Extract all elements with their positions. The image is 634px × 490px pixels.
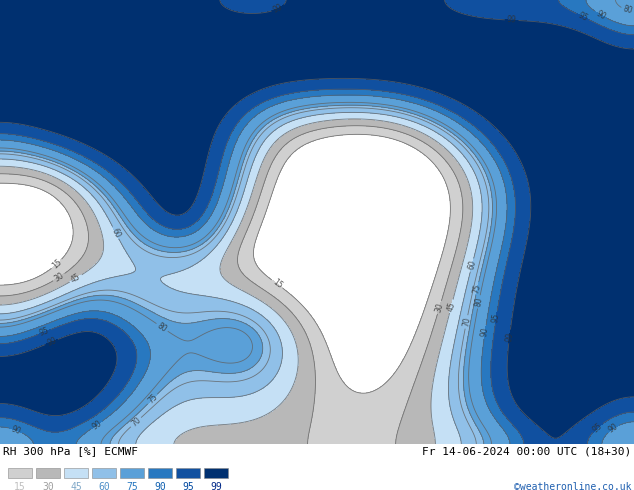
Text: 30: 30 (434, 301, 445, 314)
Text: 75: 75 (146, 392, 159, 406)
Text: 45: 45 (69, 272, 82, 285)
Bar (176, 468, 200, 478)
Text: 95: 95 (38, 326, 51, 338)
Text: 90: 90 (480, 326, 490, 338)
Text: 15: 15 (14, 482, 26, 490)
Text: 99: 99 (505, 331, 515, 342)
Text: 99: 99 (210, 482, 222, 490)
Text: 30: 30 (53, 271, 65, 284)
Text: 70: 70 (461, 316, 472, 327)
Text: Fr 14-06-2024 00:00 UTC (18+30): Fr 14-06-2024 00:00 UTC (18+30) (422, 446, 631, 456)
Text: 90: 90 (10, 424, 22, 436)
Text: 99: 99 (507, 16, 517, 25)
Text: 60: 60 (98, 482, 110, 490)
Bar (148, 468, 172, 478)
Bar (36, 468, 60, 478)
Text: 95: 95 (491, 312, 501, 323)
Text: 95: 95 (576, 10, 589, 23)
Text: 80: 80 (474, 296, 484, 307)
Text: 60: 60 (467, 259, 477, 271)
Bar (120, 468, 144, 478)
Text: 90: 90 (91, 418, 103, 431)
Text: 80: 80 (155, 321, 169, 334)
Text: 95: 95 (591, 421, 604, 434)
Text: 30: 30 (42, 482, 54, 490)
Text: 90: 90 (607, 422, 620, 435)
Text: 15: 15 (50, 257, 63, 270)
Text: 15: 15 (271, 277, 284, 291)
Bar (8, 468, 32, 478)
Text: 45: 45 (70, 482, 82, 490)
Text: 95: 95 (182, 482, 194, 490)
Bar (92, 468, 116, 478)
Text: 80: 80 (622, 4, 633, 16)
Text: 75: 75 (472, 283, 482, 294)
Bar (204, 468, 228, 478)
Text: ©weatheronline.co.uk: ©weatheronline.co.uk (514, 482, 631, 490)
Text: 90: 90 (594, 8, 607, 21)
Text: 75: 75 (126, 482, 138, 490)
Text: 99: 99 (46, 336, 58, 348)
Text: 90: 90 (154, 482, 166, 490)
Text: 70: 70 (129, 416, 143, 429)
Text: 60: 60 (110, 226, 122, 239)
Text: RH 300 hPa [%] ECMWF: RH 300 hPa [%] ECMWF (3, 446, 138, 456)
Bar (64, 468, 88, 478)
Text: 99: 99 (272, 2, 285, 15)
Text: 45: 45 (446, 300, 457, 312)
